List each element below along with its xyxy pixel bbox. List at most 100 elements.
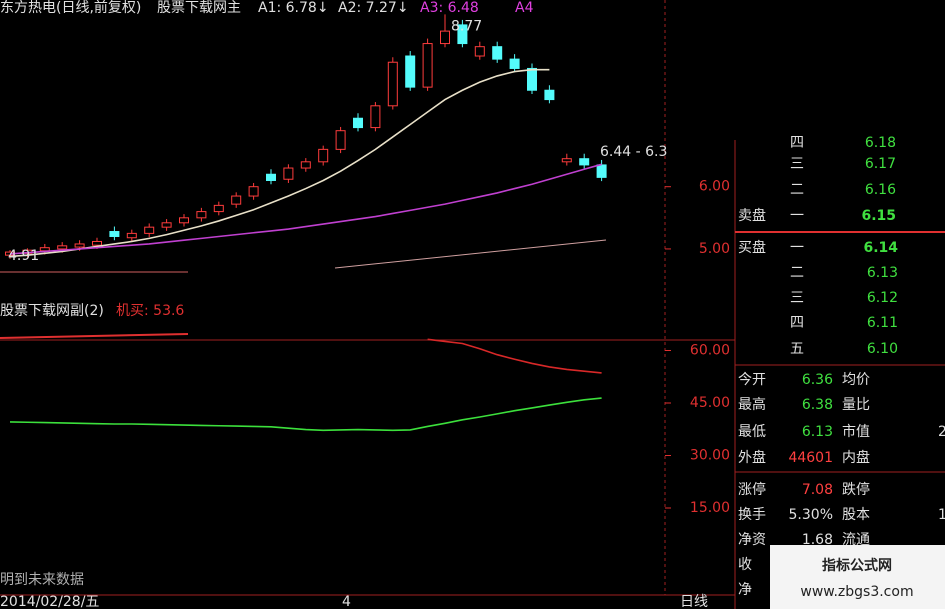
- candle-body: [387, 61, 398, 107]
- candle-body: [109, 231, 120, 237]
- quote-value: 2: [938, 424, 945, 440]
- quote-key: 跌停: [842, 481, 870, 498]
- quote-key: 最低: [738, 424, 766, 440]
- sub-label: 45.00: [690, 395, 730, 411]
- sub-label: 30.00: [690, 448, 730, 464]
- sub-label: 15.00: [690, 500, 730, 516]
- quote-key: 均价: [842, 372, 870, 388]
- a2: A2: 7.27↓: [338, 0, 409, 16]
- book-level: 四: [790, 315, 804, 331]
- quote-value: 1: [938, 507, 945, 523]
- price-label: 5.00: [699, 241, 730, 257]
- candle-body: [579, 158, 590, 166]
- period: 日线: [680, 594, 708, 609]
- candle-body: [405, 55, 416, 88]
- quote-key: 今开: [738, 372, 766, 388]
- candle-body: [161, 222, 172, 228]
- candle-body: [596, 164, 607, 178]
- date: 2014/02/28/五: [0, 594, 99, 609]
- quote-key: 换手: [738, 506, 766, 523]
- a1: A1: 6.78↓: [258, 0, 329, 16]
- decor-line: [0, 333, 189, 339]
- quote-key: 收: [738, 557, 752, 573]
- candle-body: [213, 204, 224, 213]
- quote-value: 6.13: [802, 424, 833, 440]
- candle-body: [509, 58, 520, 69]
- book-level: 一: [790, 208, 804, 224]
- candle-body: [266, 173, 276, 181]
- watermark-box: [770, 545, 945, 609]
- indicator-line: [9, 397, 602, 432]
- price-label: 6.00: [699, 179, 730, 195]
- candle-body: [335, 130, 346, 150]
- candle-body: [57, 245, 68, 250]
- quote-key: 最高: [738, 396, 766, 413]
- book-price: 6.10: [867, 341, 898, 357]
- book-level: 三: [790, 156, 804, 172]
- book-level: 三: [790, 290, 804, 306]
- quote-value: 1.68: [802, 532, 833, 548]
- book-level: 二: [790, 265, 804, 281]
- quote-key: 流通: [842, 532, 870, 548]
- quote-key: 股本: [842, 507, 870, 523]
- candle-body: [527, 67, 537, 91]
- candle-body: [248, 186, 259, 197]
- candle-body: [283, 167, 294, 180]
- candle-body: [544, 89, 555, 101]
- sub-label: 60.00: [690, 343, 730, 359]
- quote-value: 5.30%: [789, 507, 833, 523]
- quote-value: 6.38: [802, 397, 833, 413]
- book-level: 一: [790, 240, 804, 256]
- candle-body: [440, 30, 450, 45]
- book-price: 6.17: [865, 156, 896, 172]
- last-label: 6.44 - 6.3: [600, 144, 667, 160]
- quote-key: 净: [738, 582, 752, 598]
- book-price: 6.13: [867, 265, 898, 281]
- a4: A4: [515, 0, 534, 16]
- ma-line: [9, 68, 550, 258]
- quote-key: 市值: [842, 423, 870, 440]
- quote-key: 外盘: [738, 449, 766, 466]
- book-price: 6.18: [865, 135, 896, 151]
- watermark-title: 指标公式网: [822, 557, 892, 574]
- peak-label: 8.77: [451, 18, 482, 34]
- indicator-name: 股票下载网主: [157, 0, 241, 16]
- candle-body: [474, 46, 485, 57]
- candle-body: [39, 247, 50, 252]
- candle-body: [457, 24, 468, 45]
- candle-body: [144, 226, 155, 234]
- candle-body: [92, 240, 102, 246]
- quote-key: 涨停: [738, 481, 766, 498]
- candle-body: [353, 117, 363, 129]
- sell-label: 卖盘: [738, 207, 766, 224]
- book-level: 四: [790, 135, 804, 151]
- candle-body: [126, 232, 137, 239]
- quote-value: 7.08: [802, 482, 833, 498]
- candle-body: [318, 148, 329, 163]
- candle-body: [231, 195, 242, 205]
- quote-key: 内盘: [842, 449, 870, 466]
- candle-body: [561, 158, 572, 163]
- stock-name: 东方热电(日线,前复权): [0, 0, 141, 16]
- book-level: 二: [790, 182, 804, 198]
- watermark-url: www.zbgs3.com: [800, 584, 913, 600]
- candle-body: [492, 46, 503, 60]
- quote-value: 6.36: [802, 372, 833, 388]
- book-price: 6.12: [867, 290, 898, 306]
- low-label: 4.91: [8, 248, 39, 264]
- book-price: 6.14: [863, 240, 898, 256]
- book-level: 五: [790, 341, 804, 357]
- quote-key: 量比: [842, 397, 870, 413]
- note: 明到未来数据: [0, 572, 84, 588]
- sub-value: 机买: 53.6: [116, 303, 184, 319]
- candle-body: [74, 243, 85, 248]
- ma-line: [9, 163, 602, 255]
- book-price: 6.11: [867, 315, 898, 331]
- candle-body: [179, 217, 189, 224]
- decor-line: [334, 239, 607, 269]
- time-tick: 4: [342, 594, 351, 609]
- candle-body: [196, 211, 207, 219]
- indicator-line: [427, 338, 602, 374]
